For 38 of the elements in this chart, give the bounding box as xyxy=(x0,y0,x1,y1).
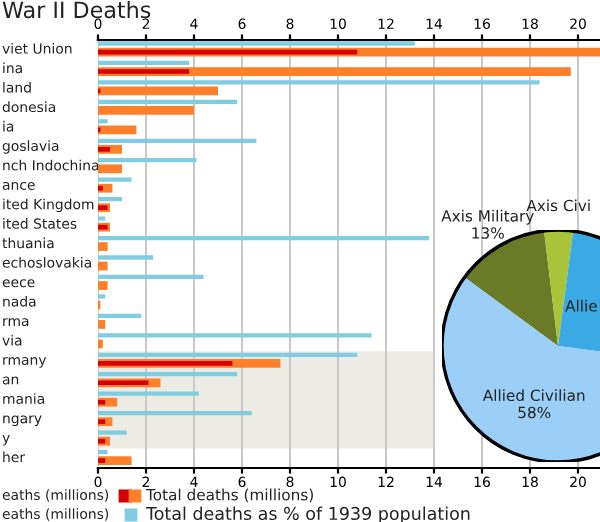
bar xyxy=(98,216,106,221)
bar xyxy=(98,333,372,338)
bar xyxy=(98,69,190,74)
bar xyxy=(98,380,149,386)
bar xyxy=(98,320,106,329)
bar xyxy=(98,281,108,290)
bar xyxy=(98,106,194,115)
bar xyxy=(98,158,197,163)
bar xyxy=(98,119,108,124)
bar xyxy=(98,274,204,280)
bar xyxy=(98,60,190,66)
bar xyxy=(98,419,106,425)
bar xyxy=(98,430,127,435)
bar xyxy=(98,242,108,251)
bar xyxy=(98,391,199,396)
bar xyxy=(98,99,238,105)
bar xyxy=(98,399,106,405)
bar xyxy=(98,86,218,96)
bar xyxy=(98,235,430,241)
bar xyxy=(98,147,110,152)
bar xyxy=(98,361,233,366)
bar xyxy=(98,197,122,202)
bar xyxy=(98,372,238,377)
bar xyxy=(98,125,137,135)
bar xyxy=(98,294,106,299)
chart-title: War II Deaths xyxy=(2,1,151,19)
bar xyxy=(98,261,108,271)
bar xyxy=(98,138,257,143)
bar xyxy=(98,313,142,319)
bar xyxy=(98,41,415,46)
bar xyxy=(98,177,132,182)
bar xyxy=(98,352,358,357)
bar xyxy=(98,449,108,455)
bar xyxy=(98,164,122,174)
bar xyxy=(98,458,106,463)
bar xyxy=(98,255,154,260)
bar xyxy=(98,80,540,85)
bar xyxy=(98,411,252,416)
